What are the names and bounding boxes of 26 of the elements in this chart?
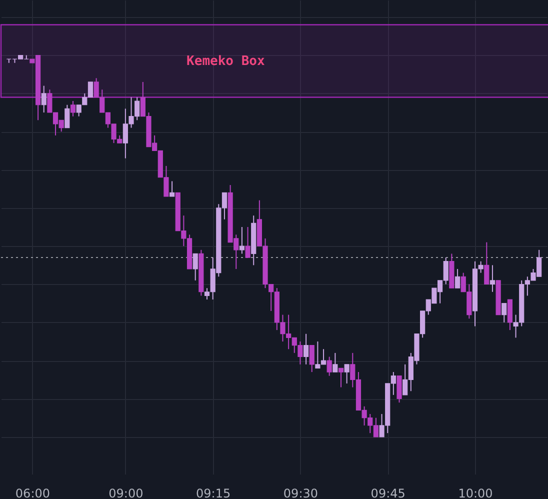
candlestick bbox=[309, 344, 314, 373]
candlestick bbox=[507, 299, 513, 331]
candlestick bbox=[41, 85, 46, 114]
x-tick-label: 09:00 bbox=[108, 486, 144, 499]
x-tick-label: 09:15 bbox=[196, 486, 231, 499]
candlestick bbox=[169, 180, 175, 197]
candlestick bbox=[344, 364, 350, 384]
candlestick bbox=[338, 368, 344, 388]
candlestick bbox=[396, 375, 402, 404]
candlestick bbox=[332, 352, 338, 373]
candlestick bbox=[70, 100, 76, 117]
candlestick bbox=[484, 242, 490, 285]
x-tick-label: 06:00 bbox=[15, 486, 50, 499]
band-label: Kemeko Box bbox=[186, 54, 265, 69]
x-tick-label: 09:30 bbox=[283, 486, 318, 499]
candlestick bbox=[192, 253, 198, 281]
candlestick bbox=[490, 264, 496, 292]
x-tick-label: 09:45 bbox=[370, 486, 406, 499]
candlestick bbox=[454, 268, 460, 289]
candlestick bbox=[502, 302, 507, 323]
candlestick bbox=[303, 333, 309, 365]
candlestick bbox=[64, 104, 70, 128]
candlestick bbox=[326, 356, 332, 376]
candlestick bbox=[245, 226, 250, 258]
candlestick bbox=[239, 226, 245, 254]
x-tick-label: 10:00 bbox=[458, 486, 493, 499]
